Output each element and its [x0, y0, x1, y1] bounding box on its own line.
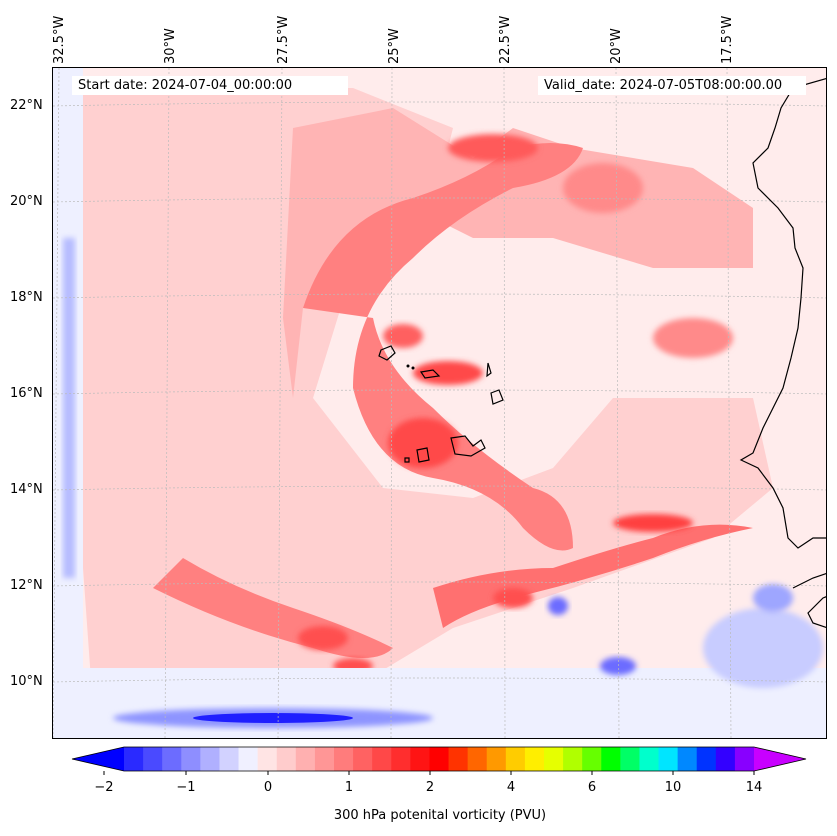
- colorbar-segment: [639, 747, 660, 771]
- colorbar-segment: [372, 747, 392, 771]
- lon-label: 30°W: [163, 28, 178, 64]
- coastline: [739, 77, 826, 549]
- colorbar-segment: [620, 747, 640, 771]
- island: [404, 457, 410, 463]
- colorbar-tick: 4: [506, 780, 516, 795]
- blue-band: [753, 584, 793, 612]
- colorbar-segment: [448, 747, 469, 771]
- pv-max: [413, 361, 483, 385]
- map-panel: [52, 67, 827, 739]
- colorbar-segment: [734, 747, 755, 771]
- pv-region: [303, 143, 583, 551]
- lat-label: 10°N: [10, 674, 43, 689]
- colorbar-tick: −1: [176, 780, 196, 795]
- pv-max: [298, 626, 348, 650]
- colorbar-tick: 0: [263, 780, 273, 795]
- colorbar-segment: [601, 747, 621, 771]
- lon-label: 32.5°W: [52, 15, 67, 64]
- colorbar-segment: [295, 747, 316, 771]
- island: [378, 345, 396, 361]
- blue-band: [63, 238, 75, 578]
- colorbar-tick: 10: [664, 780, 682, 795]
- colorbar-extend-min: [72, 747, 124, 771]
- pv-max: [563, 163, 643, 213]
- pv-max: [388, 418, 458, 468]
- valid-date-label: Valid_date: 2024-07-05T08:00:00.00: [538, 76, 806, 95]
- colorbar-segment: [658, 747, 679, 771]
- start-date-label: Start date: 2024-07-04_00:00:00: [72, 76, 348, 95]
- colorbar-segment: [486, 747, 507, 771]
- colorbar-tick: −2: [94, 780, 114, 795]
- blue-band: [193, 713, 353, 723]
- colorbar-segment: [410, 747, 430, 771]
- colorbar-segment: [276, 747, 297, 771]
- coastline: [792, 573, 826, 589]
- lat-label: 16°N: [10, 386, 43, 401]
- colorbar-segment: [467, 747, 488, 771]
- pv-max: [448, 134, 538, 162]
- island: [406, 364, 410, 368]
- island: [419, 369, 441, 379]
- colorbar-segment: [696, 747, 717, 771]
- colorbar-tick: 14: [745, 780, 763, 795]
- coastline: [807, 596, 826, 628]
- colorbar-segment: [715, 747, 736, 771]
- island: [486, 362, 492, 378]
- lat-label: 12°N: [10, 578, 43, 593]
- colorbar-segment: [181, 747, 201, 771]
- lat-label: 14°N: [10, 482, 43, 497]
- colorbar-segment: [200, 747, 220, 771]
- pv-max: [383, 324, 423, 348]
- colorbar-segment: [124, 747, 144, 771]
- lon-label: 17.5°W: [720, 15, 735, 64]
- colorbar-segment: [544, 747, 564, 771]
- colorbar-segment: [238, 747, 259, 771]
- lon-label: 22.5°W: [498, 15, 513, 64]
- lat-label: 20°N: [10, 194, 43, 209]
- colorbar-segment: [314, 747, 335, 771]
- colorbar-tick: 6: [587, 780, 597, 795]
- island: [450, 435, 486, 457]
- lon-label: 27.5°W: [276, 15, 291, 64]
- lat-label: 22°N: [10, 98, 43, 113]
- colorbar-segment: [563, 747, 583, 771]
- gridlines: [53, 68, 826, 738]
- blue-band: [703, 608, 823, 688]
- blue-band: [600, 657, 636, 675]
- pv-region: [433, 524, 753, 628]
- blue-band: [548, 597, 568, 615]
- colorbar-segment: [219, 747, 240, 771]
- colorbar-tick: 2: [425, 780, 435, 795]
- lon-label: 25°W: [387, 28, 402, 64]
- pv-field: [53, 68, 826, 738]
- lon-label: 20°W: [609, 28, 624, 64]
- colorbar-segment: [505, 747, 526, 771]
- colorbar-outline: [71, 746, 807, 772]
- island: [490, 389, 504, 405]
- lat-label: 18°N: [10, 290, 43, 305]
- colorbar-extend-max: [754, 747, 806, 771]
- colorbar-segment: [334, 747, 354, 771]
- island: [416, 447, 430, 463]
- pv-max: [613, 514, 693, 532]
- colorbar-tick: 1: [344, 780, 354, 795]
- colorbar-segment: [143, 747, 163, 771]
- colorbar-segment: [391, 747, 411, 771]
- pv-max: [653, 318, 733, 358]
- pv-max: [493, 588, 533, 608]
- blue-band: [83, 668, 826, 738]
- colorbar-segment: [353, 747, 373, 771]
- colorbar-segment: [257, 747, 278, 771]
- colorbar: [71, 746, 807, 775]
- colorbar-segment: [162, 747, 182, 771]
- colorbar-segment: [582, 747, 602, 771]
- colorbar-segment: [524, 747, 545, 771]
- colorbar-segment: [429, 747, 450, 771]
- colorbar-segment: [677, 747, 698, 771]
- colorbar-title: 300 hPa potenital vorticity (PVU): [333, 808, 547, 823]
- island: [411, 366, 415, 370]
